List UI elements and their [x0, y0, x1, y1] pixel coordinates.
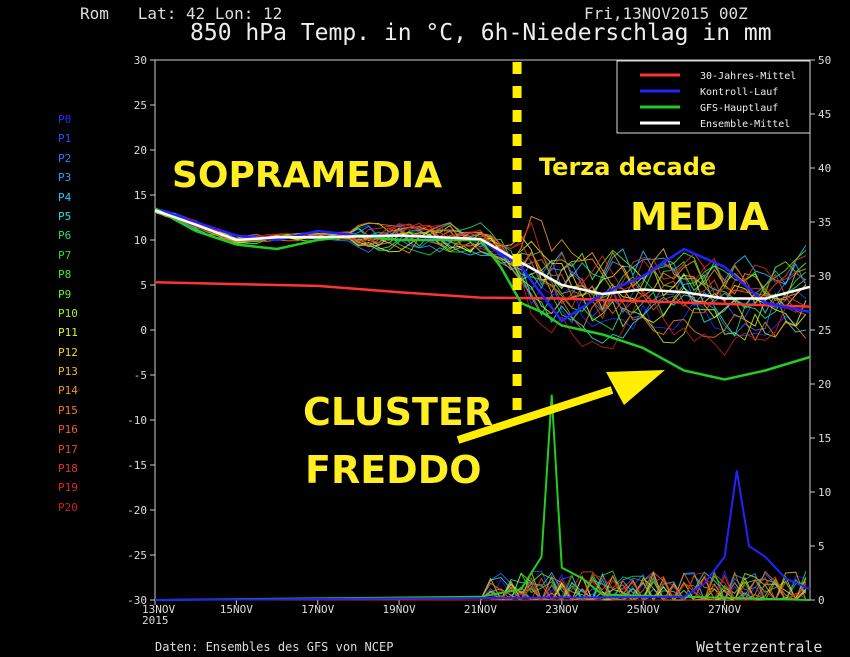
y-right-tick-label: 35 [818, 216, 831, 229]
x-tick-label: 19NOV [383, 603, 416, 616]
cluster-arrow-head [606, 370, 665, 405]
member-label-p17: P17 [58, 442, 78, 456]
label-freddo: FREDDO [305, 448, 482, 492]
y-left-tick-label: -10 [127, 414, 147, 427]
label-terza-decade: Terza decade [539, 153, 716, 181]
y-left-tick-label: 20 [134, 144, 147, 157]
member-label-p10: P10 [58, 306, 78, 320]
member-label-p9: P9 [58, 287, 72, 301]
legend-label: GFS-Hauptlauf [700, 103, 778, 114]
brand-label: Wetterzentrale [696, 638, 823, 656]
legend-label: Ensemble-Mittel [700, 119, 790, 130]
member-label-p1: P1 [58, 132, 72, 146]
y-left-tick-label: 5 [140, 279, 147, 292]
label-sopramedia: SOPRAMEDIA [172, 155, 442, 196]
member-label-p12: P12 [58, 345, 78, 359]
member-label-p7: P7 [58, 248, 72, 262]
x-tick-label: 25NOV [627, 603, 660, 616]
y-left-tick-label: -30 [127, 594, 147, 607]
x-tick-label: 15NOV [220, 603, 253, 616]
label-media: MEDIA [630, 195, 769, 239]
precip-kontroll-lauf [154, 470, 811, 601]
legend-label: Kontroll-Lauf [700, 87, 778, 98]
series-gfs-hauptlauf [154, 207, 811, 381]
plot-frame [154, 59, 811, 601]
x-tick-label: 17NOV [301, 603, 334, 616]
series-ensemble-mittel [154, 209, 811, 300]
y-left-tick-label: 10 [134, 234, 147, 247]
member-label-p2: P2 [58, 151, 72, 165]
member-label-p14: P14 [58, 384, 78, 398]
y-right-tick-label: 20 [818, 378, 831, 391]
x-tick-label: 27NOV [708, 603, 741, 616]
y-left-tick-label: -25 [127, 549, 147, 562]
y-right-tick-label: 40 [818, 162, 831, 175]
member-label-p8: P8 [58, 268, 72, 282]
series-30-jahres-mittel [154, 281, 811, 308]
y-right-tick-label: 0 [818, 594, 825, 607]
label-cluster: CLUSTER [303, 390, 493, 434]
annotations: SOPRAMEDIA Terza decade MEDIA CLUSTER FR… [172, 153, 769, 492]
member-label-p5: P5 [58, 209, 72, 223]
y-left-tick-label: -15 [127, 459, 147, 472]
member-label-p15: P15 [58, 403, 78, 417]
member-label-p11: P11 [58, 326, 78, 340]
y-right-tick-label: 50 [818, 54, 831, 67]
y-right-tick-label: 10 [818, 486, 831, 499]
y-left-tick-label: -20 [127, 504, 147, 517]
x-tick-label: 23NOV [545, 603, 578, 616]
member-label-p18: P18 [58, 462, 78, 476]
series-lines [154, 207, 811, 381]
member-line-p19 [154, 209, 807, 291]
member-label-p20: P20 [58, 500, 78, 514]
plot-border [154, 59, 811, 601]
x-tick-label: 13NOV [142, 603, 175, 616]
y-right-tick-label: 30 [818, 270, 831, 283]
member-label-p16: P16 [58, 423, 78, 437]
data-source: Daten: Ensembles des GFS von NCEP [155, 640, 394, 654]
member-label-p4: P4 [58, 190, 72, 204]
y-left-tick-label: -5 [134, 369, 147, 382]
member-label-p19: P19 [58, 481, 78, 495]
y-left-tick-label: 25 [134, 99, 147, 112]
y-right-tick-label: 45 [818, 108, 831, 121]
member-line-p20 [154, 210, 807, 357]
y-right-tick-label: 25 [818, 324, 831, 337]
member-list: P0 P1 P2 P3 P4 P5 P6 P7 P8 P9 P10 P11 P12 P13 P14 P15 P1… [58, 110, 78, 517]
cluster-arrow [456, 386, 614, 444]
axis-ticks: 302520151050-5-10-15-20-25-3050454035302… [127, 54, 831, 627]
precip-gfs-hauptlauf [154, 394, 811, 601]
member-label-p13: P13 [58, 365, 78, 379]
x-tick-year: 2015 [142, 614, 169, 627]
legend-label: 30-Jahres-Mittel [700, 71, 796, 82]
chart-title: 850 hPa Temp. in °C, 6h-Niederschlag in … [190, 20, 772, 46]
member-label-p6: P6 [58, 229, 72, 243]
legend: 30-Jahres-Mittel Kontroll-Lauf GFS-Hauptla… [616, 60, 811, 134]
run-date: Fri,13NOV2015 00Z [584, 4, 748, 23]
legend-box [616, 60, 811, 134]
location-header: Rom Lat: 42 Lon: 12 [80, 4, 283, 23]
precipitation-lines [154, 394, 811, 601]
member-label-p0: P0 [58, 113, 72, 126]
y-right-tick-label: 5 [818, 540, 825, 553]
member-label-p3: P3 [58, 171, 72, 185]
y-left-tick-label: 30 [134, 54, 147, 67]
x-tick-label: 21NOV [464, 603, 497, 616]
y-left-tick-label: 15 [134, 189, 147, 202]
y-right-tick-label: 15 [818, 432, 831, 445]
y-left-tick-label: 0 [140, 324, 147, 337]
